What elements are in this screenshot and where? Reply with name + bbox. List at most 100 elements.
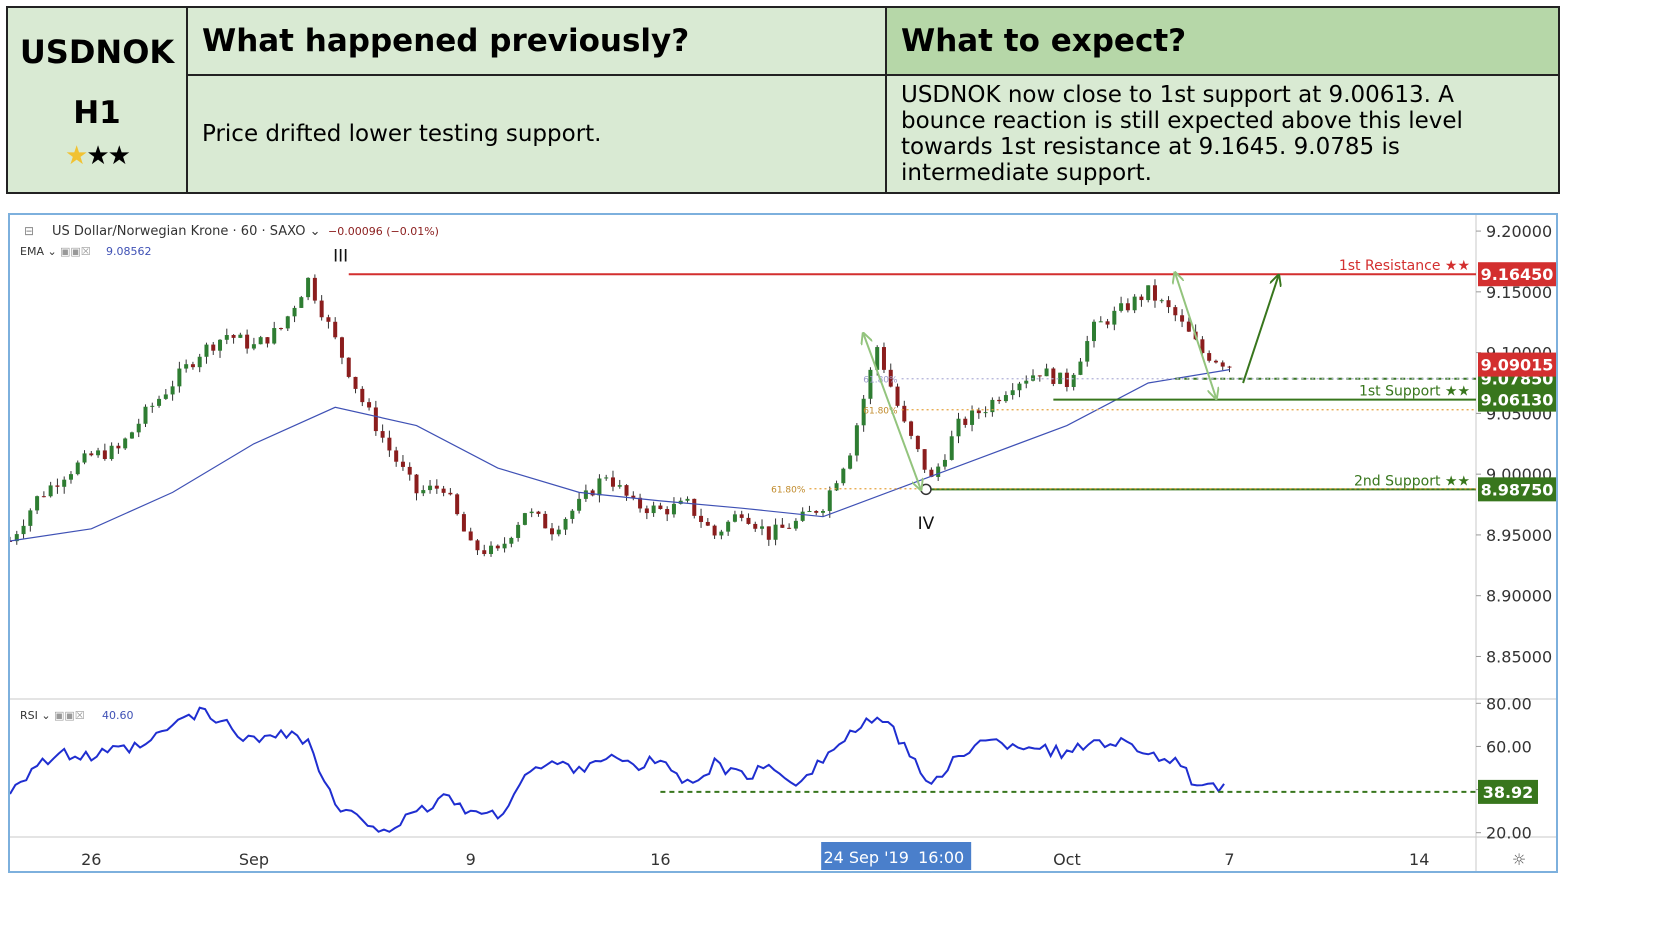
candle-body — [610, 477, 615, 487]
candle-body — [455, 494, 460, 515]
candle-body — [434, 485, 439, 489]
candle-body — [306, 277, 311, 298]
rating-stars: ★★★ — [9, 141, 185, 171]
candle-body — [983, 412, 988, 414]
wave-label: IV — [918, 514, 935, 534]
candle-body — [1132, 296, 1137, 311]
candle-body — [143, 406, 148, 424]
candle-body — [184, 364, 189, 369]
candle-body — [387, 437, 392, 451]
candle-body — [89, 453, 94, 456]
candle-body — [333, 321, 338, 338]
symbol-label: USDNOK — [19, 33, 175, 71]
candle-body — [346, 357, 351, 377]
candle-body — [732, 514, 737, 522]
crosshair-date-badge — [821, 842, 972, 870]
resistance-label: 1st Resistance ★★ — [1339, 258, 1470, 274]
candle-body — [1146, 285, 1151, 301]
candle-body — [963, 418, 968, 425]
ema-line — [9, 369, 1230, 542]
rsi-level-value: 38.92 — [1483, 783, 1534, 802]
crosshair-time: 16:00 — [918, 848, 964, 867]
candle-body — [793, 520, 798, 529]
candle-body — [1051, 368, 1056, 384]
candle-body — [380, 431, 385, 438]
current-price-badge — [1478, 352, 1556, 377]
candle-body — [1017, 383, 1022, 391]
resistance-badge — [1478, 262, 1556, 287]
previous-title: What happened previously? — [186, 6, 887, 76]
star-filled-icon: ★ — [65, 141, 88, 171]
candle-body — [129, 432, 134, 439]
candle-body — [1044, 368, 1049, 377]
wave-label: III — [333, 247, 348, 267]
candle-body — [841, 468, 846, 484]
candle-body — [1098, 321, 1103, 323]
candle-body — [360, 388, 365, 403]
candle-body — [211, 344, 216, 351]
ema-label: EMA ⌄ — [20, 245, 57, 258]
candle-body — [956, 418, 961, 437]
candle-body — [997, 399, 1002, 402]
candle-body — [489, 545, 494, 555]
candle-body — [258, 337, 263, 345]
candle-body — [279, 328, 283, 330]
candle-body — [1152, 285, 1157, 301]
rsi-tick-label: 20.00 — [1486, 824, 1532, 843]
candle-body — [1166, 300, 1171, 308]
ema-value: 9.08562 — [106, 245, 152, 258]
candle-body — [292, 307, 297, 317]
candle-body — [421, 490, 426, 494]
candle-body — [1078, 361, 1083, 375]
candle-body — [251, 344, 256, 349]
price-chart-svg[interactable]: 9.200009.150009.100009.050009.000008.950… — [8, 215, 1556, 871]
candle-body — [414, 474, 419, 494]
price-tick-label: 9.20000 — [1486, 222, 1552, 241]
candle-body — [62, 479, 67, 487]
candle-body — [915, 435, 920, 450]
candle-body — [1112, 310, 1117, 325]
candle-body — [902, 405, 907, 422]
candle-body — [671, 503, 676, 515]
candle-body — [827, 490, 832, 512]
candle-body — [21, 525, 26, 535]
candle-body — [685, 498, 690, 501]
candle-body — [245, 334, 250, 349]
candle-body — [577, 498, 582, 511]
price-tick-label: 8.95000 — [1486, 526, 1552, 545]
candle-body — [448, 492, 453, 495]
candle-body — [536, 511, 541, 514]
candle-body — [1207, 353, 1212, 361]
candle-body — [1003, 395, 1008, 402]
candle-body — [495, 545, 500, 549]
candle-body — [8, 541, 12, 542]
wave-iv-marker — [920, 483, 932, 496]
rsi-tick-label: 60.00 — [1486, 737, 1532, 756]
candle-body — [1180, 315, 1185, 322]
candle-body — [1173, 307, 1178, 316]
candle-body — [204, 344, 209, 357]
rsi-value: 40.60 — [102, 709, 134, 722]
support2-label: 2nd Support ★★ — [1354, 473, 1470, 489]
candle-body — [157, 398, 162, 406]
candle-body — [834, 483, 839, 491]
candle-body — [407, 466, 412, 475]
current-price-value: 9.09015 — [1481, 356, 1554, 375]
candle-body — [760, 526, 765, 529]
symbol-cell: USDNOK H1 ★★★ — [6, 6, 188, 194]
support1-value: 9.06130 — [1481, 391, 1554, 410]
candle-body — [936, 466, 941, 477]
candle-body — [773, 524, 778, 540]
resistance-value: 9.16450 — [1481, 265, 1554, 284]
candle-body — [719, 531, 724, 536]
candle-body — [28, 510, 33, 526]
star-empty-icon: ★ — [86, 141, 109, 171]
candle-body — [739, 514, 744, 518]
settings-gear-icon: ☼ — [1512, 850, 1526, 869]
candle-body — [48, 485, 53, 497]
candle-body — [970, 410, 975, 425]
candle-body — [583, 490, 588, 499]
chart-panel[interactable]: 9.200009.150009.100009.050009.000008.950… — [8, 213, 1558, 873]
candle-body — [1024, 380, 1029, 384]
candle-body — [604, 477, 609, 479]
